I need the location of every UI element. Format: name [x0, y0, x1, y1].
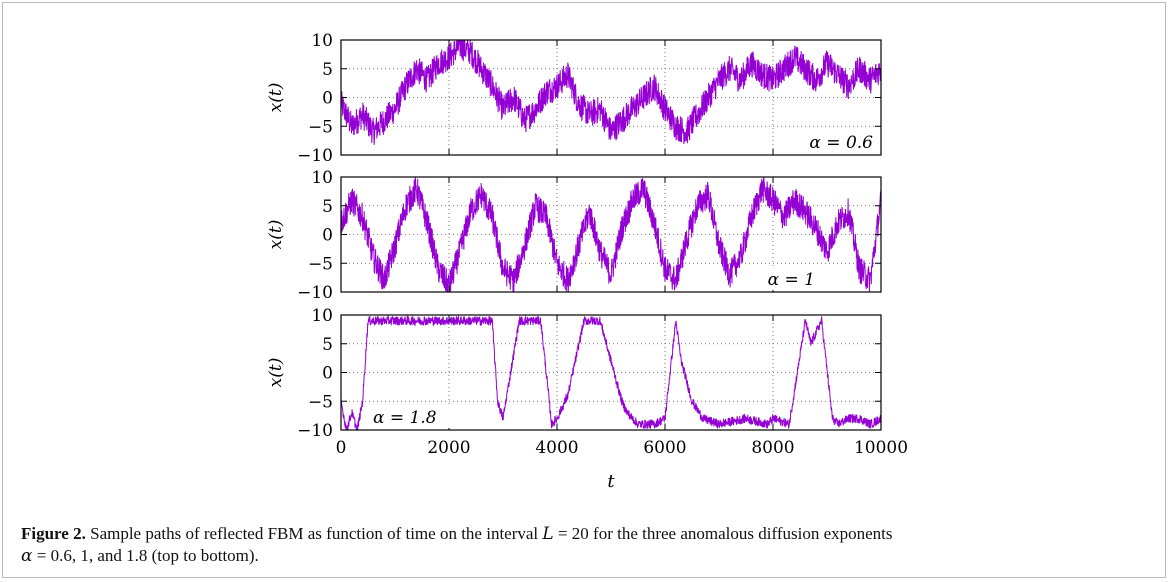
panel-middle: 10 5 0 −5 −10 x(t) α = 1: [266, 168, 882, 303]
x-tick-label: 4000: [535, 438, 578, 458]
caption-text-3: = 0.6, 1, and 1.8 (top to bottom).: [32, 546, 259, 565]
x-tick-label: 2000: [427, 438, 470, 458]
y-axis-label: x(t): [266, 358, 286, 388]
x-tick-label: 0: [336, 438, 347, 458]
annotation-bg: [795, 131, 877, 153]
annotation-top: α = 0.6: [809, 133, 873, 153]
figure-caption: Figure 2. Sample paths of reflected FBM …: [21, 523, 1141, 567]
y-tick-label: −10: [297, 283, 333, 303]
annotation-bottom: α = 1.8: [373, 408, 437, 428]
x-axis-label: t: [607, 471, 615, 492]
caption-label: Figure 2.: [21, 524, 86, 543]
caption-alpha: α: [21, 546, 33, 566]
annotation-bg: [369, 406, 451, 428]
y-tick-label: 0: [322, 89, 333, 109]
y-tick-label: 10: [311, 31, 333, 51]
x-tick-label: 6000: [643, 438, 686, 458]
y-tick-label: −5: [308, 392, 333, 412]
y-tick-label: 10: [311, 306, 333, 326]
x-tick-label: 8000: [751, 438, 794, 458]
caption-eq: = 20: [553, 524, 589, 543]
y-tick-label: 10: [311, 168, 333, 188]
series-path-top: [340, 39, 882, 145]
annotation-middle: α = 1: [768, 270, 815, 290]
x-tick-label: 10000: [854, 438, 908, 458]
y-tick-label: −5: [308, 117, 333, 137]
y-tick-label: −10: [297, 421, 333, 441]
annotation-bg: [737, 268, 819, 290]
caption-text-2: for the three anomalous diffusion expone…: [588, 524, 893, 543]
y-tick-label: 0: [322, 226, 333, 246]
series-path-middle: [340, 176, 882, 293]
y-axis-label: x(t): [266, 220, 286, 250]
y-tick-label: 5: [322, 197, 333, 217]
series-path-bottom: [340, 314, 882, 432]
caption-L: L: [542, 524, 554, 544]
y-axis-label: x(t): [266, 83, 286, 113]
panel-top: 10 5 0 −5 −10 x(t) α = 0.6: [266, 31, 882, 166]
y-tick-label: 5: [322, 335, 333, 355]
caption-text-1: Sample paths of reflected FBM as functio…: [85, 524, 543, 543]
y-tick-label: −5: [308, 254, 333, 274]
y-tick-label: −10: [297, 146, 333, 166]
y-tick-label: 5: [322, 60, 333, 80]
y-tick-label: 0: [322, 364, 333, 384]
